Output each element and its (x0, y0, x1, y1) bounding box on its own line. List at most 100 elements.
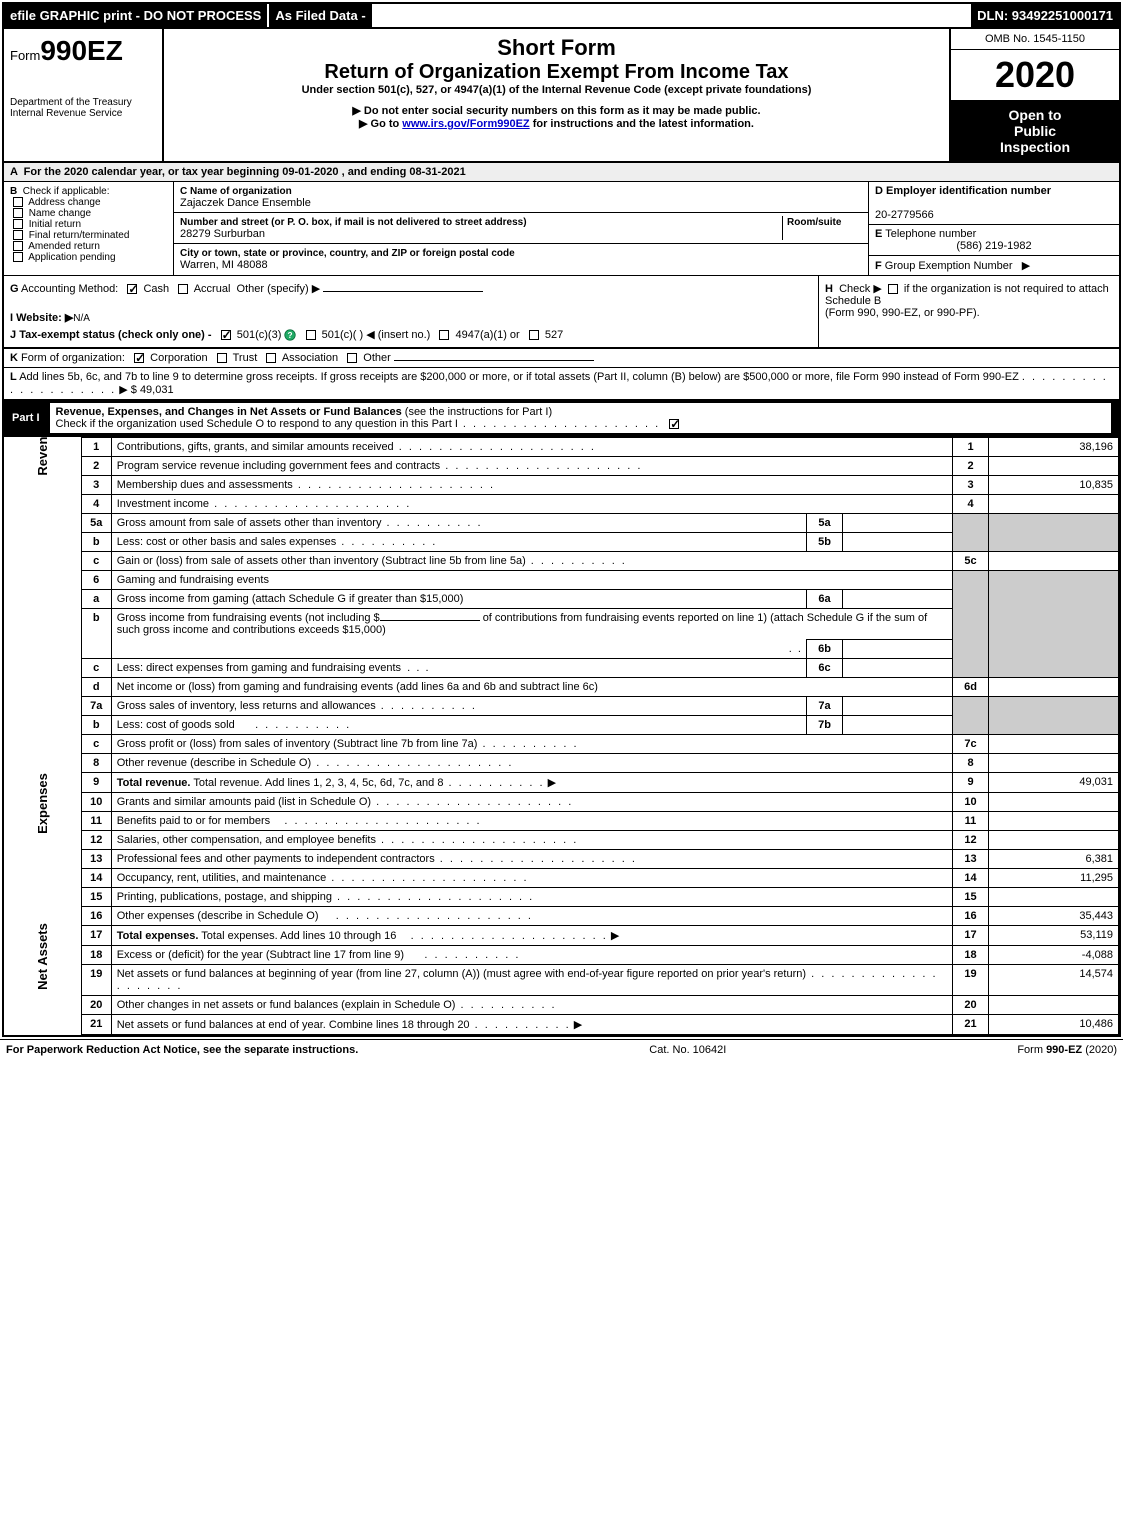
opt-501c-insert: (insert no.) (378, 329, 431, 341)
org-city: Warren, MI 48088 (180, 259, 268, 271)
section-a-text: For the 2020 calendar year, or tax year … (24, 166, 466, 178)
shade-7a (953, 697, 989, 716)
line-6a-num: a (81, 590, 111, 609)
line-18-value: -4,088 (989, 946, 1119, 965)
line-20-num: 20 (81, 996, 111, 1015)
open-line-3: Inspection (955, 139, 1115, 155)
line-21-num: 21 (81, 1015, 111, 1035)
line-5c-num: c (81, 552, 111, 571)
short-form-title: Short Form (170, 35, 943, 61)
opt-501c3: 501(c)(3) (237, 329, 282, 341)
shade-5a (953, 514, 989, 533)
line-17-num: 17 (81, 926, 111, 946)
shade-6-v (989, 571, 1119, 590)
line-15-desc: Printing, publications, postage, and shi… (111, 888, 952, 907)
line-17-desc: Total expenses. Total expenses. Add line… (111, 926, 952, 946)
omb-number: OMB No. 1545-1150 (951, 29, 1119, 50)
part-1-header: Part I Revenue, Expenses, and Changes in… (4, 399, 1119, 437)
line-9-num: 9 (81, 773, 111, 793)
goto-prefix: Go to (371, 118, 403, 130)
checkbox-association[interactable] (266, 353, 276, 363)
part-1-check-line: Check if the organization used Schedule … (56, 418, 458, 430)
line-4-desc: Investment income (111, 495, 952, 514)
org-city-block: City or town, state or province, country… (174, 244, 868, 274)
other-specify-input[interactable] (323, 291, 483, 292)
checkbox-corporation[interactable] (134, 353, 144, 363)
checkbox-527[interactable] (529, 330, 539, 340)
line-10-num: 10 (81, 793, 111, 812)
line-9-desc-text: Total revenue. Add lines 1, 2, 3, 4, 5c,… (193, 777, 443, 789)
line-6-desc: Gaming and fundraising events (111, 571, 952, 590)
checkbox-initial-return[interactable] (13, 219, 23, 229)
checkbox-other-org[interactable] (347, 353, 357, 363)
checkbox-accrual[interactable] (178, 284, 188, 294)
footer-right: Form 990-EZ (2020) (1017, 1044, 1117, 1056)
line-5a-subnum: 5a (807, 514, 843, 533)
footer-left: For Paperwork Reduction Act Notice, see … (6, 1044, 358, 1056)
line-6c-desc: Less: direct expenses from gaming and fu… (111, 659, 806, 678)
tax-year: 2020 (951, 50, 1119, 101)
ein-value: 20-2779566 (875, 209, 934, 221)
checkbox-501c[interactable] (306, 330, 316, 340)
opt-association: Association (282, 352, 338, 364)
opt-cash: Cash (143, 283, 169, 295)
line-9-desc: Total revenue. Total revenue. Add lines … (111, 773, 952, 793)
line-19-desc: Net assets or fund balances at beginning… (111, 965, 952, 996)
checkbox-schedule-b[interactable] (888, 284, 898, 294)
line-3-num2: 3 (953, 476, 989, 495)
shade-6c (953, 659, 989, 678)
shade-6b2 (953, 640, 989, 659)
checkbox-501c3[interactable] (221, 330, 231, 340)
opt-accrual: Accrual (194, 283, 231, 295)
line-21-num2: 21 (953, 1015, 989, 1035)
line-15-num2: 15 (953, 888, 989, 907)
line-11-value (989, 812, 1119, 831)
part-1-title-bold: Revenue, Expenses, and Changes in Net As… (56, 406, 402, 418)
line-9-value: 49,031 (989, 773, 1119, 793)
help-icon[interactable]: ? (284, 329, 296, 341)
other-org-input[interactable] (394, 360, 594, 361)
irs-link[interactable]: www.irs.gov/Form990EZ (402, 118, 529, 130)
checkbox-name-change[interactable] (13, 208, 23, 218)
checkbox-cash[interactable] (127, 284, 137, 294)
line-12-desc: Salaries, other compensation, and employ… (111, 831, 952, 850)
shade-6c-v (989, 659, 1119, 678)
opt-application-pending: Application pending (28, 252, 115, 263)
h-text3: (Form 990, 990-EZ, or 990-PF). (825, 307, 980, 319)
line-8-value (989, 754, 1119, 773)
addr-label: Number and street (or P. O. box, if mail… (180, 217, 527, 228)
line-10-num2: 10 (953, 793, 989, 812)
checkbox-application-pending[interactable] (13, 252, 23, 262)
top-bar: efile GRAPHIC print - DO NOT PROCESS As … (4, 4, 1119, 29)
checkbox-4947[interactable] (439, 330, 449, 340)
line-14-num2: 14 (953, 869, 989, 888)
line-6b-subval (843, 640, 953, 659)
line-2-desc: Program service revenue including govern… (111, 457, 952, 476)
shade-6b-v (989, 609, 1119, 640)
line-20-num2: 20 (953, 996, 989, 1015)
line-6d-num2: 6d (953, 678, 989, 697)
checkbox-trust[interactable] (217, 353, 227, 363)
shade-6b (953, 609, 989, 640)
line-1-num2: 1 (953, 438, 989, 457)
line-18-num: 18 (81, 946, 111, 965)
line-10-desc: Grants and similar amounts paid (list in… (111, 793, 952, 812)
open-line-2: Public (955, 123, 1115, 139)
checkbox-address-change[interactable] (13, 197, 23, 207)
line-12-value (989, 831, 1119, 850)
line-3-num: 3 (81, 476, 111, 495)
opt-other-org: Other (363, 352, 391, 364)
line-7b-desc: Less: cost of goods sold (111, 716, 806, 735)
line-4-value (989, 495, 1119, 514)
checkbox-schedule-o[interactable] (669, 419, 679, 429)
under-section-text: Under section 501(c), 527, or 4947(a)(1)… (170, 84, 943, 96)
line-6b-amount-input[interactable] (380, 620, 480, 621)
section-d: D Employer identification number 20-2779… (869, 182, 1119, 225)
line-6c-subnum: 6c (807, 659, 843, 678)
checkbox-amended-return[interactable] (13, 241, 23, 251)
line-7b-subnum: 7b (807, 716, 843, 735)
open-line-1: Open to (955, 107, 1115, 123)
line-6d-value (989, 678, 1119, 697)
line-15-num: 15 (81, 888, 111, 907)
checkbox-final-return[interactable] (13, 230, 23, 240)
